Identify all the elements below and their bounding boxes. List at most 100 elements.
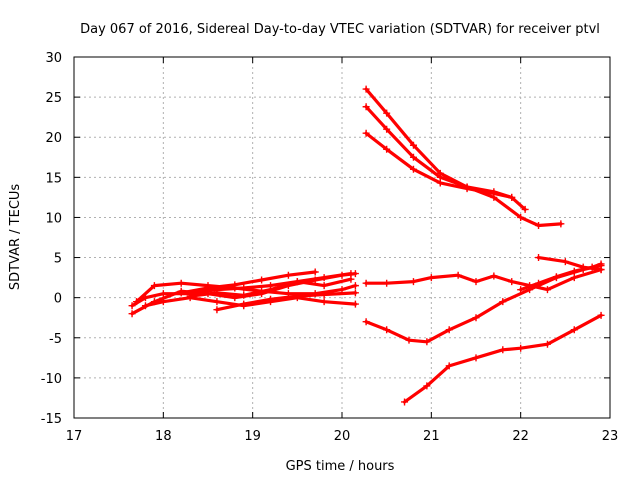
data-point-marker xyxy=(409,141,417,149)
data-point-marker xyxy=(383,145,391,153)
data-point-marker xyxy=(320,298,328,306)
data-point-marker xyxy=(597,260,605,268)
x-tick-label: 17 xyxy=(66,429,83,444)
data-point-marker xyxy=(284,271,292,279)
data-point-marker xyxy=(240,291,248,299)
data-point-marker xyxy=(570,326,578,334)
series-trace xyxy=(215,291,357,312)
data-point-marker xyxy=(535,254,543,262)
data-point-marker xyxy=(472,278,480,286)
data-point-marker xyxy=(423,338,431,346)
y-axis-label: SDTVAR / TECUs xyxy=(8,184,23,291)
series-pass-5 xyxy=(213,289,359,314)
data-point-marker xyxy=(159,298,167,306)
data-point-marker xyxy=(535,279,543,287)
data-point-marker xyxy=(213,306,221,314)
data-point-marker xyxy=(320,282,328,290)
data-point-marker xyxy=(311,268,319,276)
data-point-marker xyxy=(267,286,275,294)
y-tick-label: -15 xyxy=(41,412,62,427)
data-point-marker xyxy=(347,275,355,283)
series-trace xyxy=(364,268,603,292)
data-point-marker xyxy=(338,271,346,279)
data-point-marker xyxy=(128,310,136,318)
data-point-marker xyxy=(311,276,319,284)
series-pass-13 xyxy=(401,311,605,406)
data-point-marker xyxy=(463,185,471,193)
data-point-marker xyxy=(409,153,417,161)
data-point-marker xyxy=(293,292,301,300)
data-point-marker xyxy=(423,382,431,390)
data-point-marker xyxy=(177,279,185,287)
data-point-marker xyxy=(204,284,212,292)
series-pass-10 xyxy=(362,129,516,201)
data-point-marker xyxy=(454,271,462,279)
data-point-marker xyxy=(445,362,453,370)
data-point-marker xyxy=(240,300,248,308)
x-tick-label: 18 xyxy=(155,429,172,444)
data-point-marker xyxy=(362,85,370,93)
data-point-marker xyxy=(517,344,525,352)
data-point-marker xyxy=(409,165,417,173)
x-axis-label: GPS time / hours xyxy=(286,459,395,474)
data-point-marker xyxy=(552,273,560,281)
series-pass-15 xyxy=(517,260,605,294)
y-tick-label: 20 xyxy=(45,131,62,146)
x-tick-label: 23 xyxy=(602,429,619,444)
data-point-marker xyxy=(362,318,370,326)
series-trace xyxy=(134,281,357,304)
chart-title: Day 067 of 2016, Sidereal Day-to-day VTE… xyxy=(80,22,600,37)
data-point-marker xyxy=(351,289,359,297)
data-point-marker xyxy=(383,279,391,287)
data-point-marker xyxy=(320,290,328,298)
data-point-marker xyxy=(351,282,359,290)
y-tick-label: 0 xyxy=(54,292,62,307)
data-point-marker xyxy=(213,289,221,297)
data-point-marker xyxy=(570,267,578,275)
y-tick-label: 15 xyxy=(45,171,62,186)
series-layer xyxy=(128,85,605,406)
y-tick-label: 5 xyxy=(54,252,62,267)
data-point-marker xyxy=(141,302,149,310)
data-point-marker xyxy=(150,282,158,290)
data-point-marker xyxy=(186,292,194,300)
data-point-marker xyxy=(338,286,346,294)
data-point-marker xyxy=(362,103,370,111)
y-tick-label: -10 xyxy=(41,372,62,387)
series-trace xyxy=(179,270,317,295)
data-point-marker xyxy=(383,326,391,334)
x-tick-label: 21 xyxy=(423,429,440,444)
data-point-marker xyxy=(543,340,551,348)
data-point-marker xyxy=(427,274,435,282)
data-point-marker xyxy=(383,125,391,133)
data-point-marker xyxy=(159,290,167,298)
series-pass-7 xyxy=(186,275,355,300)
data-point-marker xyxy=(597,311,605,319)
data-point-marker xyxy=(362,129,370,137)
data-point-marker xyxy=(293,278,301,286)
data-point-marker xyxy=(133,298,141,306)
y-tick-label: -5 xyxy=(49,332,62,347)
data-point-marker xyxy=(351,300,359,308)
y-tick-label: 30 xyxy=(45,51,62,66)
x-tick-label: 22 xyxy=(512,429,529,444)
data-point-marker xyxy=(472,314,480,322)
data-point-marker xyxy=(521,205,529,213)
data-point-marker xyxy=(561,258,569,266)
y-tick-label: 10 xyxy=(45,211,62,226)
data-point-marker xyxy=(517,213,525,221)
data-point-marker xyxy=(543,286,551,294)
data-point-marker xyxy=(517,286,525,294)
data-point-marker xyxy=(499,298,507,306)
data-point-marker xyxy=(508,278,516,286)
data-point-marker xyxy=(436,179,444,187)
y-tick-label: 25 xyxy=(45,91,62,106)
data-point-marker xyxy=(535,221,543,229)
x-tick-label: 19 xyxy=(244,429,261,444)
data-point-marker xyxy=(213,298,221,306)
data-point-marker xyxy=(177,289,185,297)
data-point-marker xyxy=(128,302,136,310)
data-point-marker xyxy=(267,295,275,303)
